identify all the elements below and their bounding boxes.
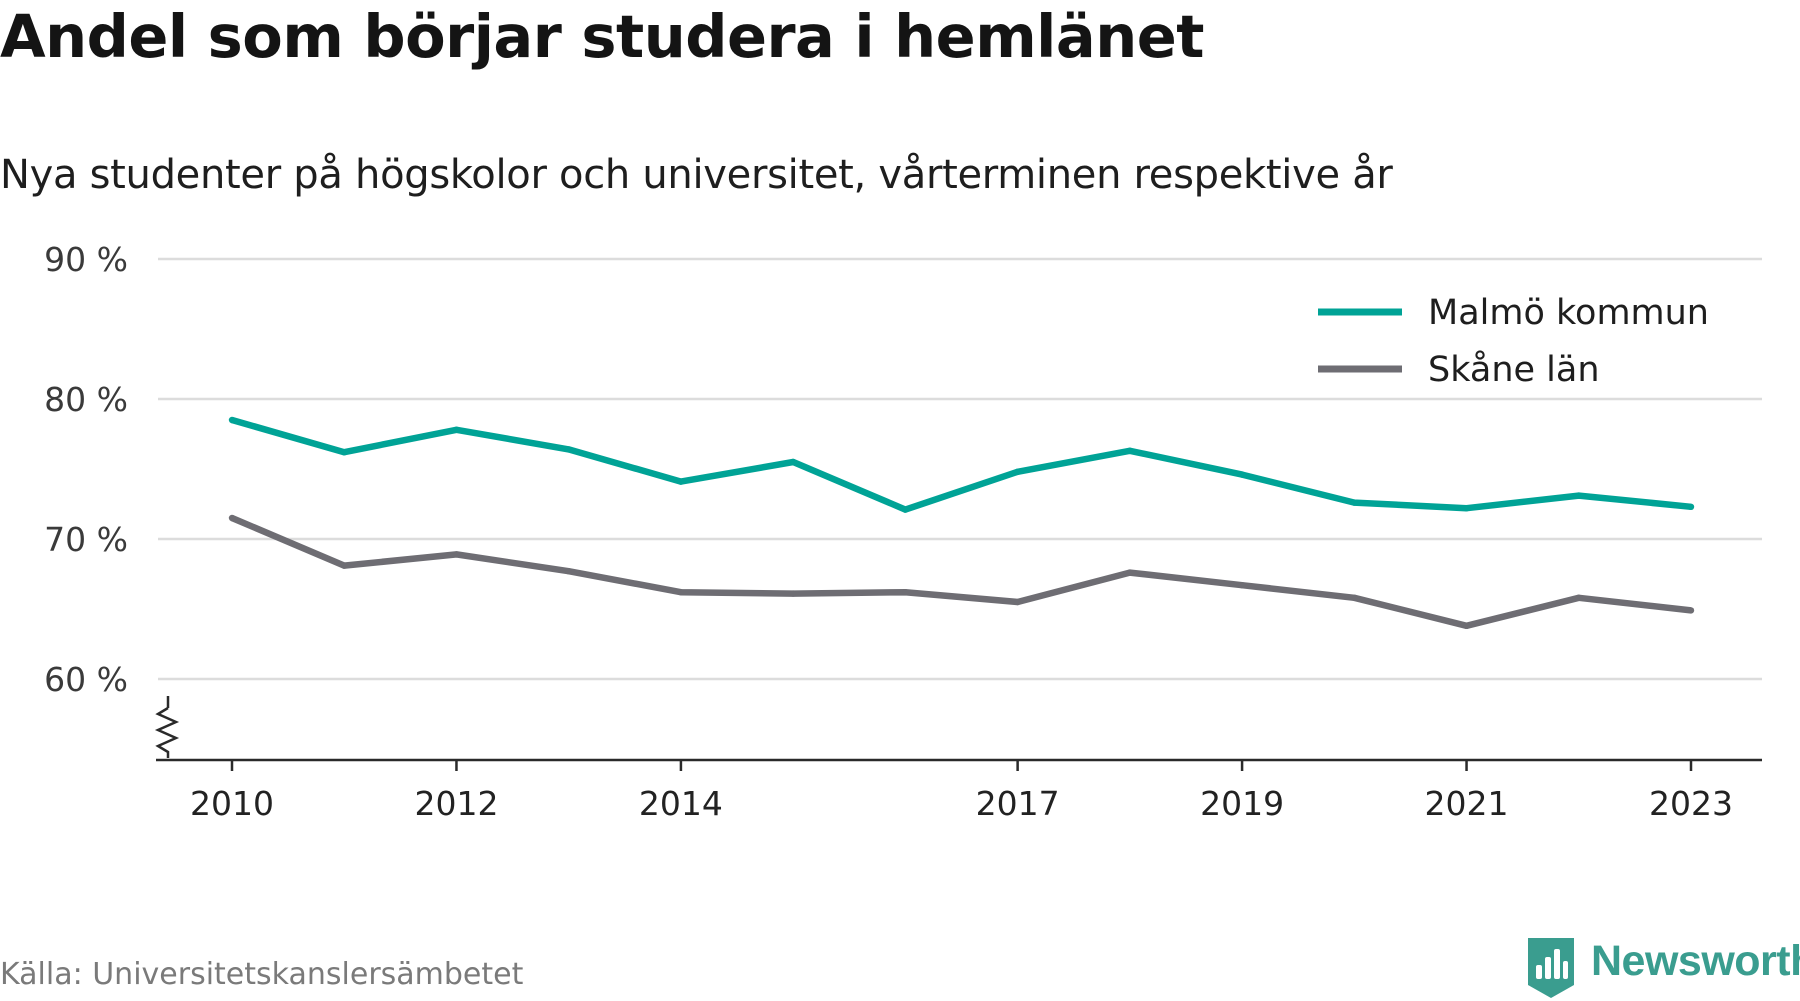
x-tick-label: 2023	[1649, 784, 1733, 823]
chart-subtitle: Nya studenter på högskolor och universit…	[0, 152, 1393, 198]
data-point	[1126, 447, 1134, 454]
legend-label: Skåne län	[1428, 349, 1600, 390]
x-tick-label: 2014	[639, 784, 723, 823]
data-point	[1351, 499, 1358, 506]
y-axis: 60 % 70 % 80 % 90 %	[44, 240, 180, 758]
data-point	[677, 589, 685, 596]
legend: Malmö kommun Skåne län	[1303, 288, 1735, 394]
legend-background	[1303, 288, 1735, 394]
data-point	[1238, 471, 1246, 478]
data-point	[228, 514, 236, 522]
data-point	[228, 416, 236, 424]
x-tick-label: 2012	[414, 784, 498, 823]
x-axis: 2010 2012 2014 2017 2019 2021 2023	[156, 758, 1762, 823]
axis-break-mark	[154, 706, 180, 758]
data-point	[1687, 607, 1695, 614]
data-point	[1014, 598, 1021, 606]
data-point	[565, 446, 572, 453]
data-point	[1014, 468, 1021, 475]
grid-lines	[158, 257, 1762, 681]
data-point	[1463, 505, 1470, 512]
y-tick-label: 80 %	[44, 380, 128, 419]
data-point	[902, 506, 909, 513]
data-point	[453, 426, 460, 433]
newsworthy-logo-icon	[1528, 938, 1574, 998]
chart-title: Andel som börjar studera i hemlänet	[0, 2, 1204, 71]
legend-label: Malmö kommun	[1428, 293, 1709, 333]
series-line-malmo	[231, 416, 1692, 513]
data-point	[1463, 622, 1470, 629]
y-tick-label: 90 %	[44, 240, 128, 279]
data-point	[789, 458, 797, 466]
data-point	[902, 589, 909, 596]
source-note: Källa: Universitetskanslersämbetet	[0, 957, 524, 992]
x-tick-label: 2017	[976, 784, 1060, 823]
data-point	[789, 590, 797, 597]
data-point	[1126, 569, 1134, 576]
data-point	[1238, 582, 1246, 589]
data-point	[453, 551, 460, 558]
brand-name: Newsworthy	[1591, 937, 1800, 985]
data-point	[341, 449, 348, 456]
brand-logo: Newsworthy	[1525, 935, 1800, 1001]
data-point	[1351, 594, 1358, 601]
y-tick-label: 60 %	[44, 660, 128, 699]
data-point	[1687, 503, 1695, 510]
data-point	[341, 562, 348, 569]
data-point	[1575, 492, 1582, 499]
x-tick-label: 2019	[1200, 784, 1284, 823]
series-lines	[228, 416, 1695, 630]
x-tick-label: 2021	[1425, 784, 1509, 823]
y-tick-label: 70 %	[44, 520, 128, 559]
data-point	[565, 568, 572, 575]
data-point	[1575, 594, 1582, 601]
data-point	[677, 478, 685, 485]
x-tick-label: 2010	[190, 784, 274, 823]
series-line-skane	[230, 515, 1692, 630]
